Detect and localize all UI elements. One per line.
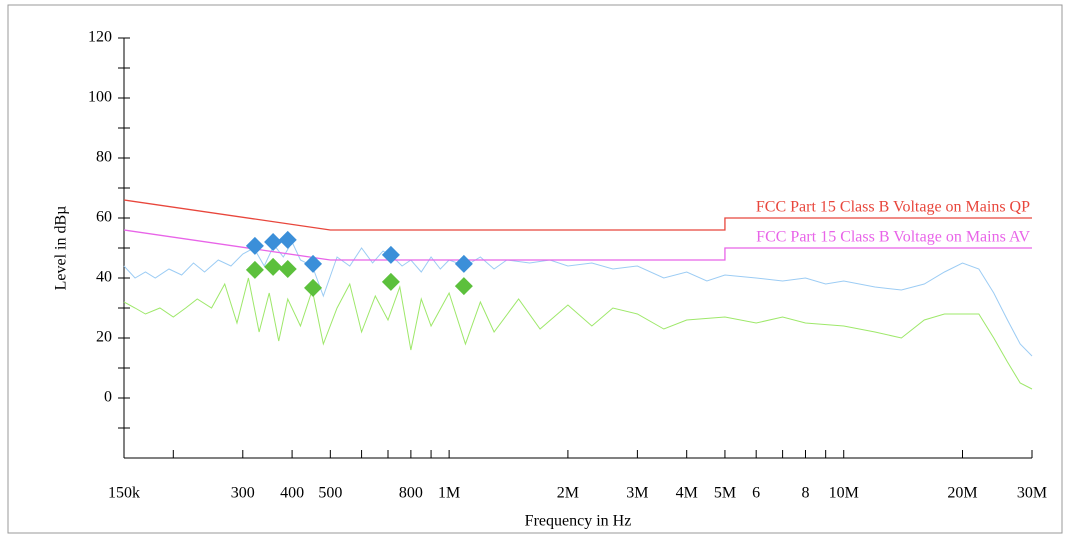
marker	[245, 260, 264, 279]
marker	[278, 230, 297, 249]
marker	[454, 277, 473, 296]
x-tick-label: 8	[801, 485, 809, 502]
frame	[7, 4, 1063, 534]
x-tick-label: 150k	[108, 485, 140, 502]
y-tick-label: 60	[96, 209, 112, 226]
limit-label: FCC Part 15 Class B Voltage on Mains AV	[756, 229, 1030, 246]
marker	[381, 245, 400, 264]
marker	[278, 260, 297, 278]
x-tick-label: 400	[280, 485, 304, 502]
marker	[304, 254, 323, 273]
x-axis-label: Frequency in Hz	[525, 513, 632, 530]
y-tick-label: 40	[96, 269, 112, 286]
y-axis-label: Level in dBµ	[53, 206, 70, 291]
limit-line	[123, 199, 1032, 231]
x-tick-label: 4M	[676, 485, 698, 502]
marker	[304, 278, 323, 297]
y-tick-label: 0	[104, 389, 112, 406]
marker	[264, 257, 283, 276]
x-tick-label: 800	[399, 485, 423, 502]
x-tick-label: 5M	[714, 485, 736, 502]
marker	[245, 236, 264, 255]
marker	[454, 254, 473, 273]
y-tick-label: 20	[96, 329, 112, 346]
trace	[123, 240, 1033, 357]
marker	[381, 272, 400, 291]
y-tick-label: 120	[88, 29, 112, 46]
x-tick-label: 10M	[829, 485, 859, 502]
y-tick-label: 80	[96, 149, 112, 166]
x-tick-label: 1M	[438, 485, 460, 502]
x-tick-label: 20M	[947, 485, 977, 502]
limit-line	[123, 229, 1032, 261]
trace	[123, 277, 1033, 390]
x-tick-label: 500	[318, 485, 342, 502]
limit-label: FCC Part 15 Class B Voltage on Mains QP	[756, 199, 1030, 216]
x-tick-label: 2M	[557, 485, 579, 502]
marker	[264, 233, 283, 251]
x-tick-label: 3M	[626, 485, 648, 502]
x-tick-label: 300	[231, 485, 255, 502]
x-tick-label: 30M	[1017, 485, 1047, 502]
x-tick-label: 6	[752, 485, 760, 502]
y-tick-label: 100	[88, 89, 112, 106]
